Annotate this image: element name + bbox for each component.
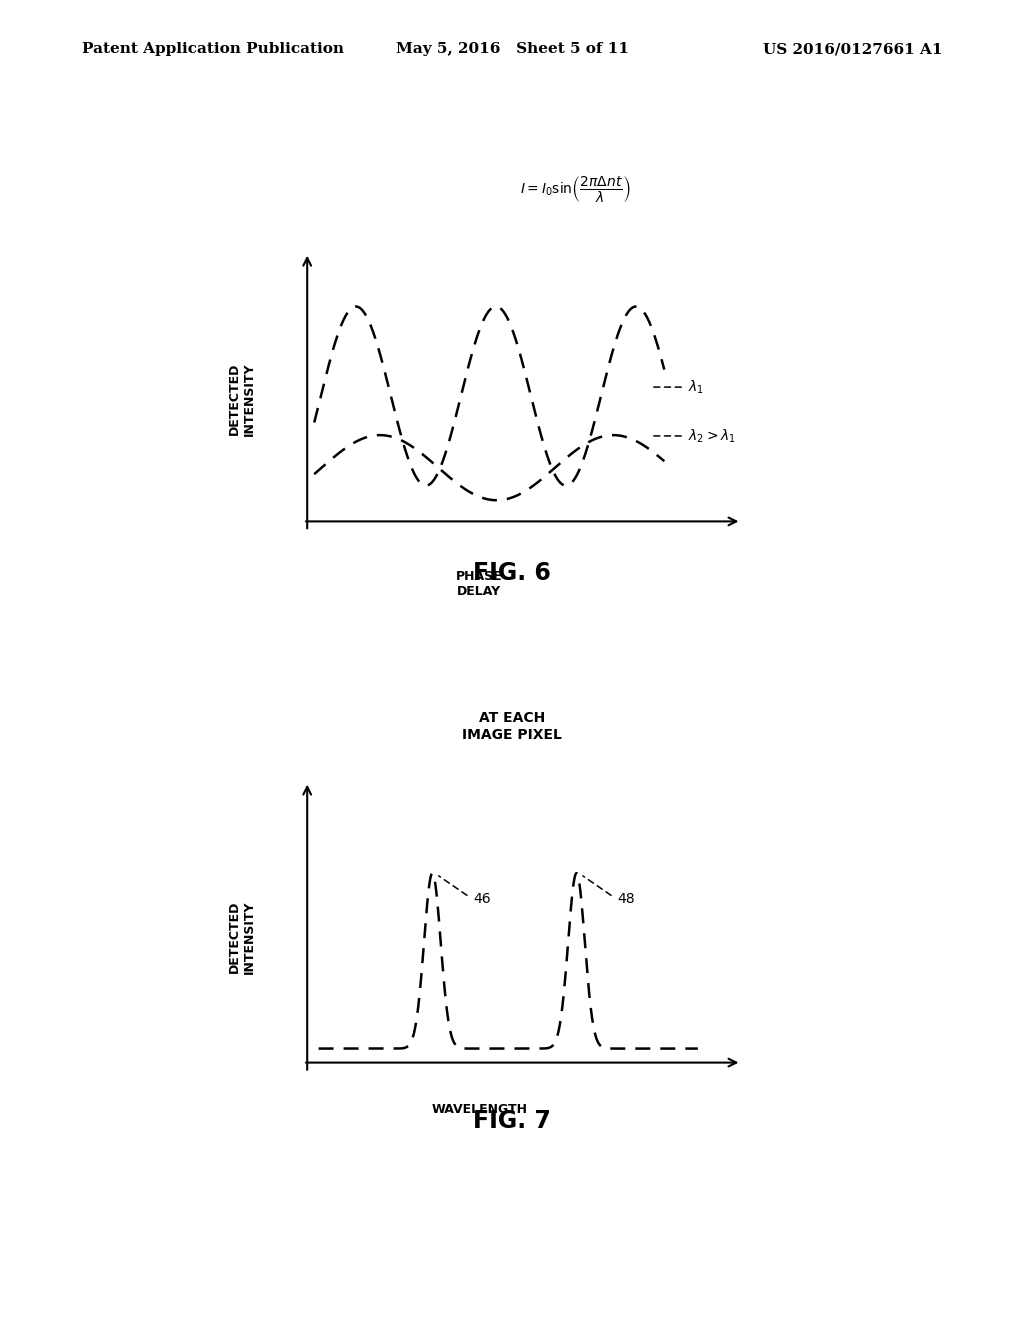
Text: $I = I_0\sin\!\left(\dfrac{2\pi\Delta nt}{\lambda}\right)$: $I = I_0\sin\!\left(\dfrac{2\pi\Delta nt… [520, 174, 631, 205]
Text: FIG. 7: FIG. 7 [473, 1109, 551, 1133]
Text: May 5, 2016   Sheet 5 of 11: May 5, 2016 Sheet 5 of 11 [395, 42, 629, 57]
Text: Patent Application Publication: Patent Application Publication [82, 42, 344, 57]
Text: $\lambda_1$: $\lambda_1$ [688, 379, 705, 396]
Text: WAVELENGTH: WAVELENGTH [431, 1102, 527, 1115]
Text: DETECTED
INTENSITY: DETECTED INTENSITY [227, 363, 256, 436]
Text: AT EACH
IMAGE PIXEL: AT EACH IMAGE PIXEL [462, 711, 562, 742]
Text: 48: 48 [617, 892, 635, 907]
Text: FIG. 6: FIG. 6 [473, 561, 551, 585]
Text: DETECTED
INTENSITY: DETECTED INTENSITY [227, 900, 256, 974]
Text: US 2016/0127661 A1: US 2016/0127661 A1 [763, 42, 942, 57]
Text: 46: 46 [473, 892, 490, 907]
Text: PHASE
DELAY: PHASE DELAY [456, 570, 503, 598]
Text: $\lambda_2 > \lambda_1$: $\lambda_2 > \lambda_1$ [688, 428, 736, 445]
